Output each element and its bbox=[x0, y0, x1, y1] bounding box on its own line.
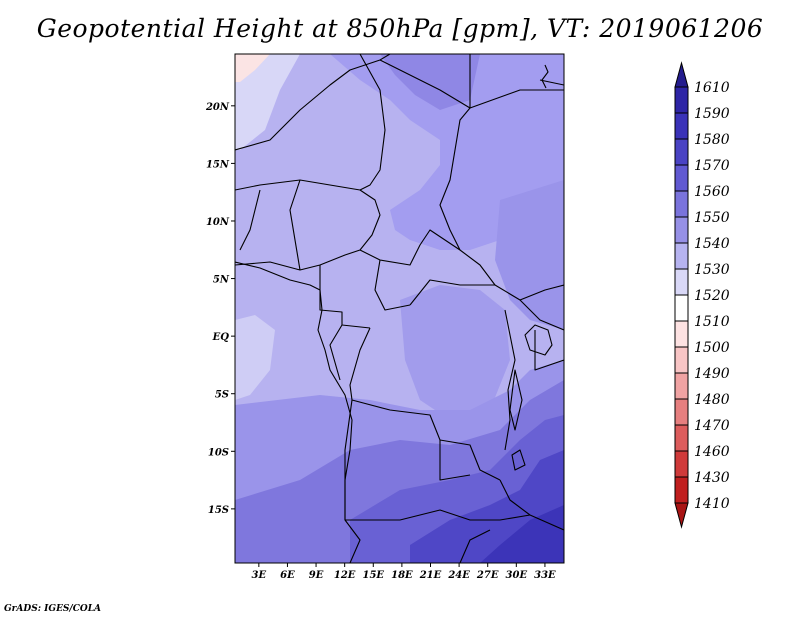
field-region-1540-east bbox=[495, 180, 564, 330]
colorbar-swatch bbox=[674, 164, 689, 192]
colorbar-swatch bbox=[674, 398, 689, 426]
credit-label: GrADS: IGES/COLA bbox=[4, 604, 102, 614]
colorbar-swatch bbox=[674, 112, 689, 140]
lon-tick-label: 33E bbox=[534, 570, 556, 581]
colorbar-swatch bbox=[674, 268, 689, 296]
field-region-1550-north bbox=[380, 54, 480, 110]
country-borders bbox=[235, 54, 564, 563]
map-title: Geopotential Height at 850hPa [gpm], VT:… bbox=[36, 14, 764, 43]
colorbar-label: 1610 bbox=[694, 80, 730, 96]
colorbar: 1610 1590 1580 1570 1560 1550 1540 1530 1520 1510… bbox=[674, 61, 730, 529]
colorbar-swatch bbox=[674, 320, 689, 348]
lat-tick-label: 15S bbox=[208, 505, 229, 516]
lat-tick-label: 10N bbox=[206, 217, 230, 228]
colorbar-swatch bbox=[674, 190, 689, 218]
lon-tick-label: 15E bbox=[363, 570, 385, 581]
lon-tick-label: 24E bbox=[447, 570, 470, 581]
plot-area bbox=[235, 54, 564, 563]
colorbar-swatch bbox=[674, 346, 689, 374]
lon-tick-label: 3E bbox=[252, 570, 267, 581]
lat-tick-label: 20N bbox=[205, 102, 230, 113]
lon-tick-label: 6E bbox=[280, 570, 295, 581]
colorbar-swatch bbox=[674, 242, 689, 270]
lon-tick-label: 21E bbox=[419, 570, 442, 581]
colorbar-label: 1470 bbox=[694, 418, 730, 434]
field-region-1540-central bbox=[400, 285, 510, 420]
colorbar-label: 1520 bbox=[694, 288, 730, 304]
colorbar-swatch bbox=[674, 138, 689, 166]
colorbar-swatch bbox=[674, 450, 689, 478]
field-region-1510-northwest bbox=[235, 54, 270, 82]
lat-tick-label: 5N bbox=[213, 275, 230, 286]
colorbar-swatch bbox=[674, 216, 689, 244]
colorbar-swatch bbox=[674, 294, 689, 322]
lon-tick-label: 18E bbox=[391, 570, 413, 581]
latitude-axis: 20N 15N 10N 5N EQ 5S 10S 15S bbox=[205, 102, 235, 516]
colorbar-top-arrow bbox=[674, 61, 689, 88]
lat-tick-label: 10S bbox=[208, 447, 229, 458]
field-region-1530-west bbox=[235, 315, 275, 400]
colorbar-label: 1490 bbox=[694, 366, 730, 382]
lat-tick-label: 5S bbox=[215, 390, 229, 401]
colorbar-label: 1480 bbox=[694, 392, 730, 408]
field-region-1520-northwest bbox=[235, 54, 300, 150]
lon-tick-label: 12E bbox=[334, 570, 356, 581]
colorbar-swatch bbox=[674, 372, 689, 400]
plot-frame bbox=[234, 53, 565, 564]
colorbar-label: 1590 bbox=[694, 106, 730, 122]
colorbar-bottom-arrow bbox=[674, 502, 689, 529]
colorbar-label: 1500 bbox=[694, 340, 730, 356]
colorbar-swatch bbox=[674, 424, 689, 452]
colorbar-label: 1510 bbox=[694, 314, 730, 330]
field-region-1580-southeast bbox=[480, 505, 564, 563]
colorbar-label: 1560 bbox=[694, 184, 730, 200]
colorbar-label: 1570 bbox=[694, 158, 730, 174]
colorbar-label: 1410 bbox=[694, 496, 730, 512]
lon-tick-label: 27E bbox=[476, 570, 499, 581]
colorbar-label: 1430 bbox=[694, 470, 730, 486]
coastlines bbox=[235, 64, 553, 520]
colorbar-swatch bbox=[674, 86, 689, 114]
colorbar-label: 1550 bbox=[694, 210, 730, 226]
colorbar-label: 1530 bbox=[694, 262, 730, 278]
lon-tick-label: 9E bbox=[309, 570, 324, 581]
lat-tick-label: EQ bbox=[212, 332, 230, 343]
lat-tick-label: 15N bbox=[206, 159, 230, 170]
colorbar-label: 1580 bbox=[694, 132, 730, 148]
colorbar-label: 1540 bbox=[694, 236, 730, 252]
longitude-axis: 3E 6E 9E 12E 15E 18E 21E 24E 27E 30E 33E bbox=[252, 563, 556, 581]
colorbar-swatch bbox=[674, 476, 689, 504]
lon-tick-label: 30E bbox=[506, 570, 528, 581]
colorbar-label: 1460 bbox=[694, 444, 730, 460]
